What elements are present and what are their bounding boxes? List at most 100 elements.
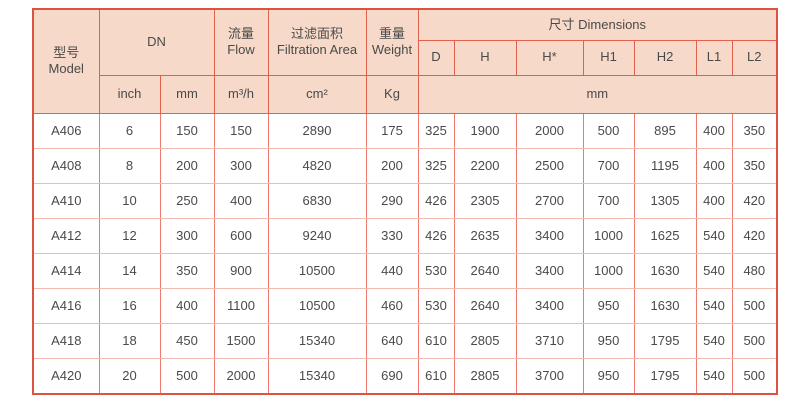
col-header-model: 型号 Model <box>32 8 100 114</box>
value-cell: 500 <box>159 357 215 394</box>
col-header-h1: H1 <box>582 39 635 76</box>
value-cell: 200 <box>365 147 419 184</box>
filtration-label-zh: 过滤面积 <box>290 26 343 41</box>
value-cell: 18 <box>98 322 161 359</box>
value-cell: 16 <box>98 287 161 324</box>
col-header-dimensions: 尺寸 Dimensions <box>417 8 778 41</box>
value-cell: 15340 <box>267 322 367 359</box>
value-cell: 1000 <box>582 217 635 254</box>
value-cell: 2200 <box>453 147 517 184</box>
value-cell: 10500 <box>267 287 367 324</box>
value-cell: 500 <box>731 357 778 394</box>
value-cell: 600 <box>213 217 269 254</box>
value-cell: 950 <box>582 322 635 359</box>
value-cell: 426 <box>417 217 455 254</box>
value-cell: 10500 <box>267 252 367 289</box>
table-row-a418: A418 18 450 1500 15340 640 610 2805 3710 950 1795 5… <box>32 322 778 359</box>
table-header: 型号 Model DN 流量 Flow 过滤面积 Filtration Area… <box>32 8 778 114</box>
value-cell: 2890 <box>267 112 367 149</box>
value-cell: 6830 <box>267 182 367 219</box>
unit-inch: inch <box>98 74 161 114</box>
unit-weight: Kg <box>365 74 419 114</box>
model-label-en: Model <box>48 61 84 77</box>
value-cell: 2000 <box>213 357 269 394</box>
value-cell: 290 <box>365 182 419 219</box>
value-cell: 1305 <box>633 182 697 219</box>
value-cell: 3400 <box>515 217 584 254</box>
value-cell: 300 <box>213 147 269 184</box>
value-cell: 2500 <box>515 147 584 184</box>
value-cell: 350 <box>731 147 778 184</box>
value-cell: 8 <box>98 147 161 184</box>
value-cell: 540 <box>695 287 733 324</box>
value-cell: 400 <box>213 182 269 219</box>
col-header-l1: L1 <box>695 39 733 76</box>
value-cell: 900 <box>213 252 269 289</box>
value-cell: 1630 <box>633 287 697 324</box>
unit-area: cm² <box>267 74 367 114</box>
value-cell: 1000 <box>582 252 635 289</box>
value-cell: 1195 <box>633 147 697 184</box>
value-cell: 640 <box>365 322 419 359</box>
model-cell: A418 <box>32 322 100 359</box>
model-cell: A412 <box>32 217 100 254</box>
value-cell: 300 <box>159 217 215 254</box>
table-row-a406: A406 6 150 150 2890 175 325 1900 2000 500 895 400 35… <box>32 112 778 149</box>
value-cell: 400 <box>695 182 733 219</box>
value-cell: 480 <box>731 252 778 289</box>
value-cell: 400 <box>695 147 733 184</box>
table-row-a412: A412 12 300 600 9240 330 426 2635 3400 1000 1625 54… <box>32 217 778 254</box>
value-cell: 350 <box>159 252 215 289</box>
value-cell: 400 <box>159 287 215 324</box>
col-header-weight: 重量 Weight <box>365 8 419 76</box>
value-cell: 325 <box>417 112 455 149</box>
value-cell: 1100 <box>213 287 269 324</box>
value-cell: 950 <box>582 287 635 324</box>
unit-dims: mm <box>417 74 778 114</box>
model-cell: A420 <box>32 357 100 394</box>
unit-flow: m³/h <box>213 74 269 114</box>
value-cell: 540 <box>695 217 733 254</box>
value-cell: 690 <box>365 357 419 394</box>
value-cell: 150 <box>213 112 269 149</box>
col-header-hstar: H* <box>515 39 584 76</box>
value-cell: 426 <box>417 182 455 219</box>
value-cell: 530 <box>417 287 455 324</box>
value-cell: 440 <box>365 252 419 289</box>
col-header-l2: L2 <box>731 39 778 76</box>
header-row-units: inch mm m³/h cm² Kg mm <box>33 74 778 114</box>
header-row-1: 型号 Model DN 流量 Flow 过滤面积 Filtration Area… <box>32 8 778 114</box>
value-cell: 500 <box>731 287 778 324</box>
spec-table: 型号 Model DN 流量 Flow 过滤面积 Filtration Area… <box>32 8 779 395</box>
value-cell: 540 <box>695 252 733 289</box>
model-cell: A408 <box>32 147 100 184</box>
value-cell: 2805 <box>453 357 517 394</box>
value-cell: 14 <box>98 252 161 289</box>
value-cell: 12 <box>98 217 161 254</box>
value-cell: 10 <box>98 182 161 219</box>
value-cell: 1795 <box>633 322 697 359</box>
table-body: A406 6 150 150 2890 175 325 1900 2000 500 895 400 35… <box>32 112 778 394</box>
value-cell: 330 <box>365 217 419 254</box>
value-cell: 4820 <box>267 147 367 184</box>
value-cell: 150 <box>159 112 215 149</box>
unit-mm: mm <box>159 74 215 114</box>
value-cell: 420 <box>731 182 778 219</box>
value-cell: 700 <box>582 147 635 184</box>
value-cell: 350 <box>731 112 778 149</box>
filtration-label-en: Filtration Area <box>276 42 358 58</box>
table-row-a416: A416 16 400 1100 10500 460 530 2640 3400 950 1630 5… <box>32 287 778 324</box>
value-cell: 15340 <box>267 357 367 394</box>
weight-label-zh: 重量 <box>378 26 405 41</box>
col-header-d: D <box>417 39 455 76</box>
value-cell: 1630 <box>633 252 697 289</box>
model-label-zh: 型号 <box>53 45 80 60</box>
value-cell: 895 <box>633 112 697 149</box>
model-cell: A410 <box>32 182 100 219</box>
table-row-a408: A408 8 200 300 4820 200 325 2200 2500 700 1195 400 3… <box>32 147 778 184</box>
value-cell: 700 <box>582 182 635 219</box>
value-cell: 1900 <box>453 112 517 149</box>
value-cell: 1795 <box>633 357 697 394</box>
model-cell: A414 <box>32 252 100 289</box>
value-cell: 175 <box>365 112 419 149</box>
